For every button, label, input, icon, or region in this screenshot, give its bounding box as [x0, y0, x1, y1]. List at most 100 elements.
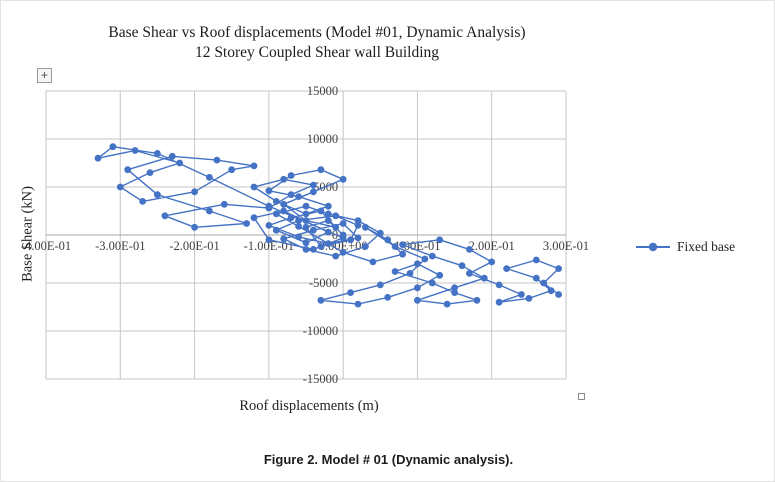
data-point-marker: [428, 279, 436, 287]
data-point-marker: [317, 296, 325, 304]
data-point-marker: [436, 236, 444, 244]
data-point-marker: [362, 243, 369, 250]
data-point-marker: [310, 181, 317, 189]
data-point-marker: [310, 188, 317, 196]
data-point-marker: [466, 246, 473, 253]
data-point-marker: [399, 241, 406, 249]
data-point-marker: [332, 223, 340, 231]
data-point-marker: [525, 295, 533, 302]
data-point-marker: [421, 255, 429, 263]
data-point-marker: [280, 200, 288, 208]
y-tick-label: -5000: [309, 276, 338, 290]
y-tick-label: 10000: [307, 132, 338, 146]
data-point-marker: [354, 300, 362, 308]
x-tick-label: -4.00E-01: [21, 239, 71, 253]
data-point-marker: [317, 166, 325, 174]
data-point-marker: [302, 202, 310, 210]
data-point-marker: [488, 258, 496, 266]
x-tick-label: -2.00E-01: [169, 239, 219, 253]
data-point-marker: [272, 210, 280, 218]
data-point-marker: [310, 246, 317, 253]
x-tick-label: 3.00E-01: [543, 239, 589, 253]
data-point-marker: [376, 229, 384, 237]
data-point-marker: [302, 217, 310, 225]
data-point-marker: [451, 284, 458, 292]
chart-resize-handle[interactable]: [578, 393, 585, 400]
data-point-marker: [139, 198, 147, 205]
data-point-marker: [302, 239, 310, 247]
data-point-marker: [399, 250, 406, 258]
x-tick-label: -3.00E-01: [95, 239, 145, 253]
plus-icon: +: [40, 68, 48, 82]
data-point-marker: [154, 150, 161, 157]
figure-caption-text: Model # 01 (Dynamic analysis).: [318, 452, 514, 467]
data-point-marker: [369, 258, 377, 266]
data-point-marker: [287, 191, 295, 199]
data-point-marker: [206, 207, 213, 215]
data-point-marker: [243, 220, 251, 227]
data-point-marker: [384, 236, 392, 244]
data-point-marker: [376, 281, 384, 289]
legend[interactable]: Fixed base: [635, 239, 735, 255]
legend-label: Fixed base: [677, 239, 736, 254]
data-point-marker: [532, 274, 540, 282]
x-axis-title: Roof displacements (m): [239, 398, 379, 414]
data-point-marker: [220, 200, 228, 208]
data-point-marker: [287, 172, 295, 179]
data-point-marker: [146, 169, 154, 177]
data-point-marker: [473, 296, 481, 304]
data-point-marker: [116, 183, 124, 191]
data-point-marker: [339, 248, 347, 256]
data-point-marker: [295, 223, 302, 230]
data-point-marker: [109, 143, 117, 151]
figure-caption-label: Figure 2.: [263, 452, 319, 467]
data-point-marker: [480, 274, 488, 282]
data-point-marker: [280, 235, 288, 243]
data-point-marker: [406, 270, 414, 277]
data-point-marker: [295, 193, 302, 201]
data-point-marker: [339, 220, 347, 227]
data-point-marker: [503, 265, 510, 272]
x-tick-label: 2.00E-01: [469, 239, 515, 253]
data-point-marker: [272, 226, 280, 234]
series-markers: [94, 143, 562, 308]
data-point-marker: [391, 268, 399, 275]
data-point-marker: [532, 256, 540, 264]
data-point-marker: [94, 154, 102, 162]
data-point-marker: [317, 243, 325, 250]
data-point-marker: [265, 204, 273, 212]
data-point-marker: [458, 262, 466, 270]
data-point-marker: [272, 198, 280, 205]
data-point-marker: [547, 287, 555, 295]
data-point-marker: [347, 289, 354, 296]
y-axis-title: Base Shear (kN): [19, 186, 36, 282]
data-point-marker: [324, 240, 332, 248]
data-point-marker: [354, 234, 362, 242]
data-point-marker: [161, 212, 169, 220]
data-point-marker: [324, 228, 332, 236]
y-tick-label: 15000: [307, 84, 338, 98]
data-point-marker: [228, 166, 236, 174]
data-point-marker: [265, 187, 273, 195]
data-point-marker: [324, 202, 332, 210]
chart-move-handle[interactable]: +: [37, 68, 52, 83]
chart-title-line1: Base Shear vs Roof displacements (Model …: [108, 24, 526, 41]
data-point-marker: [317, 207, 325, 215]
data-point-marker: [280, 175, 288, 183]
data-point-marker: [414, 284, 421, 292]
chart-title-line2: 12 Storey Coupled Shear wall Building: [194, 44, 440, 61]
figure-caption: Figure 2. Model # 01 (Dynamic analysis).: [1, 452, 774, 467]
data-point-marker: [384, 294, 392, 301]
data-point-marker: [495, 298, 503, 306]
data-point-marker: [206, 174, 213, 181]
data-point-marker: [555, 265, 562, 272]
data-point-marker: [391, 243, 399, 250]
data-point-marker: [250, 214, 258, 222]
data-point-marker: [332, 212, 340, 220]
data-point-marker: [295, 217, 302, 225]
data-point-marker: [540, 279, 548, 287]
y-tick-label: -15000: [303, 372, 338, 386]
data-point-marker: [250, 162, 258, 170]
data-point-marker: [265, 236, 273, 244]
